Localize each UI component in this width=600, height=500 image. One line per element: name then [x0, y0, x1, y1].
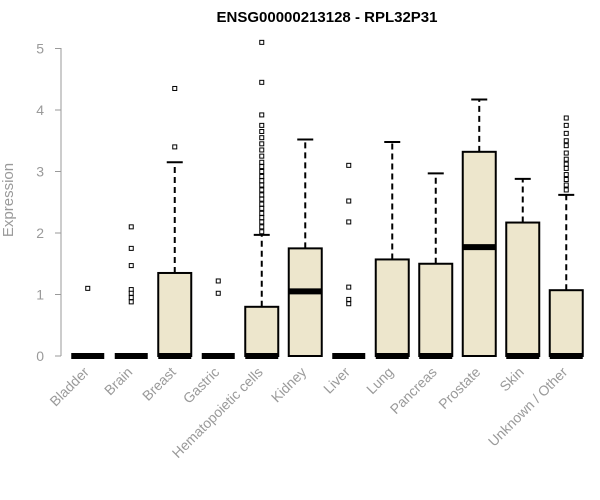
outlier-point-hematopoietic-cells — [259, 79, 265, 85]
x-tick-label-bladder: Bladder — [46, 364, 92, 410]
box-gastric — [201, 278, 235, 359]
box-skin — [505, 177, 541, 359]
box-unknown-other — [548, 115, 584, 359]
x-tick-label-skin: Skin — [496, 364, 527, 395]
outlier-point-unknown-other — [563, 138, 569, 144]
outlier-point-hematopoietic-cells — [259, 141, 265, 147]
box-breast — [157, 85, 193, 359]
box-hematopoietic-cells — [244, 39, 280, 359]
outlier-point-hematopoietic-cells — [259, 182, 265, 188]
outlier-point-hematopoietic-cells — [259, 201, 265, 207]
y-tick-label: 4 — [36, 102, 44, 118]
outlier-point-unknown-other — [563, 156, 569, 162]
outlier-point-unknown-other — [563, 176, 569, 182]
box-rect-breast — [157, 271, 193, 358]
outlier-point-hematopoietic-cells — [259, 39, 265, 45]
outlier-point-gastric — [215, 290, 221, 296]
box-rect-hematopoietic-cells — [244, 305, 280, 357]
outlier-point-unknown-other — [563, 122, 569, 128]
outlier-point-brain — [128, 224, 134, 230]
boxes-group — [71, 39, 584, 359]
y-tick-label: 5 — [36, 41, 44, 57]
outlier-point-hematopoietic-cells — [259, 210, 265, 216]
y-tick-label: 3 — [36, 164, 44, 180]
outlier-point-brain — [128, 245, 134, 251]
x-tick-label-unknown-other: Unknown / Other — [485, 364, 571, 450]
outlier-point-hematopoietic-cells — [259, 112, 265, 118]
x-tick-label-pancreas: Pancreas — [387, 364, 440, 417]
outlier-point-liver — [346, 162, 352, 168]
x-tick-label-lung: Lung — [363, 364, 396, 397]
outlier-point-hematopoietic-cells — [259, 129, 265, 135]
outlier-point-liver — [346, 296, 352, 302]
outlier-point-hematopoietic-cells — [259, 173, 265, 179]
box-liver — [332, 162, 366, 359]
outlier-point-gastric — [215, 278, 221, 284]
outlier-point-hematopoietic-cells — [259, 187, 265, 193]
box-brain — [114, 224, 148, 359]
outlier-point-liver — [346, 284, 352, 290]
outlier-point-unknown-other — [563, 130, 569, 136]
outlier-point-hematopoietic-cells — [259, 135, 265, 141]
outlier-point-hematopoietic-cells — [259, 169, 265, 174]
y-tick-label: 1 — [36, 287, 44, 303]
x-tick-label-breast: Breast — [139, 364, 179, 404]
outlier-point-hematopoietic-cells — [259, 196, 265, 202]
x-tick-label-prostate: Prostate — [435, 364, 483, 412]
outlier-point-hematopoietic-cells — [259, 122, 265, 128]
outlier-point-bladder — [85, 285, 91, 291]
x-tick-label-gastric: Gastric — [180, 364, 223, 407]
box-rect-lung — [374, 258, 410, 358]
outlier-point-brain — [128, 290, 134, 296]
box-lung — [374, 140, 410, 359]
box-rect-prostate — [461, 150, 497, 357]
outlier-point-brain — [128, 299, 134, 305]
outlier-point-breast — [172, 144, 178, 150]
outlier-point-hematopoietic-cells — [259, 224, 265, 230]
outlier-point-unknown-other — [563, 115, 569, 121]
outlier-point-unknown-other — [563, 150, 569, 156]
outlier-point-brain — [128, 295, 134, 301]
outlier-point-hematopoietic-cells — [259, 153, 265, 159]
chart-title: ENSG00000213128 - RPL32P31 — [217, 9, 438, 26]
outlier-point-hematopoietic-cells — [259, 159, 265, 165]
box-kidney — [287, 138, 323, 357]
outlier-point-liver — [346, 219, 352, 225]
outlier-point-unknown-other — [563, 172, 569, 178]
outlier-point-brain — [128, 263, 134, 269]
box-rect-unknown-other — [548, 289, 584, 358]
y-axis-ticks: 0 1 2 3 4 5 — [36, 41, 61, 364]
outlier-point-liver — [346, 198, 352, 204]
outlier-point-unknown-other — [563, 187, 569, 193]
outlier-point-unknown-other — [563, 182, 569, 188]
outlier-point-hematopoietic-cells — [259, 147, 265, 153]
outlier-point-unknown-other — [563, 161, 569, 167]
outlier-point-hematopoietic-cells — [259, 164, 265, 170]
x-tick-label-brain: Brain — [101, 364, 135, 398]
outlier-point-hematopoietic-cells — [259, 215, 265, 221]
outlier-point-unknown-other — [563, 143, 569, 149]
box-rect-pancreas — [418, 262, 454, 357]
box-pancreas — [418, 172, 454, 359]
x-tick-label-kidney: Kidney — [268, 364, 310, 406]
y-tick-label: 0 — [36, 348, 44, 364]
outlier-point-hematopoietic-cells — [259, 205, 265, 211]
outlier-point-hematopoietic-cells — [259, 178, 265, 184]
outlier-point-breast — [172, 85, 178, 91]
outlier-point-hematopoietic-cells — [259, 229, 265, 235]
box-bladder — [71, 285, 105, 359]
x-tick-label-liver: Liver — [320, 364, 353, 397]
outlier-point-liver — [346, 301, 352, 307]
y-tick-label: 2 — [36, 225, 44, 241]
y-axis-label: Expression — [0, 163, 17, 237]
box-rect-skin — [505, 221, 541, 357]
box-prostate — [461, 98, 497, 357]
outlier-point-unknown-other — [563, 165, 569, 171]
outlier-point-hematopoietic-cells — [259, 192, 265, 198]
outlier-point-hematopoietic-cells — [259, 219, 265, 225]
box-rect-kidney — [287, 247, 323, 357]
